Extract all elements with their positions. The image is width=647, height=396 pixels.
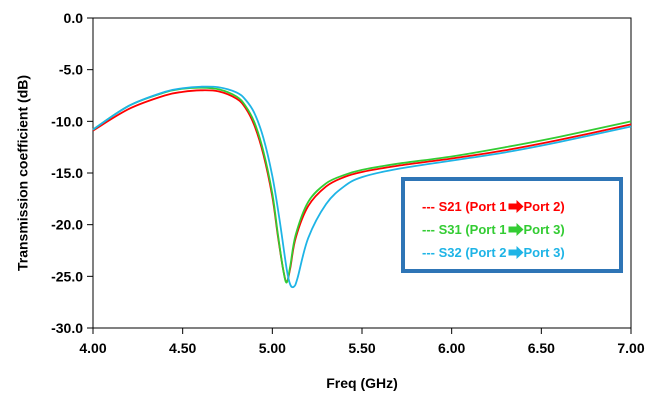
y-tick-label: -15.0: [51, 165, 83, 181]
legend: --- S21 (Port 1 Port 2) --- S31 (Port 1 P…: [401, 177, 623, 273]
x-tick-label: 5.50: [348, 340, 375, 356]
y-tick-label: -5.0: [59, 62, 83, 78]
x-axis-title: Freq (GHz): [326, 375, 398, 391]
legend-label: --- S32 (Port 2: [422, 245, 507, 260]
plot-area-frame: [92, 17, 632, 329]
x-tick-label: 7.00: [617, 340, 644, 356]
y-tick-label: -10.0: [51, 113, 83, 129]
legend-label-target: Port 3): [524, 222, 565, 237]
series-layer: [92, 85, 632, 289]
legend-item-s21: --- S21 (Port 1 Port 2): [422, 199, 565, 214]
legend-label: --- S31 (Port 1: [422, 222, 507, 237]
x-tick-label: 4.00: [79, 340, 106, 356]
arrow-right-icon: [508, 246, 524, 259]
legend-label: --- S21 (Port 1: [422, 199, 507, 214]
y-tick-label: -30.0: [51, 320, 83, 336]
x-tick-label: 5.00: [259, 340, 286, 356]
y-tick-label: -25.0: [51, 268, 83, 284]
x-tick-label: 6.50: [528, 340, 555, 356]
legend-item-s32: --- S32 (Port 2 Port 3): [422, 245, 565, 260]
legend-item-s31: --- S31 (Port 1 Port 3): [422, 222, 565, 237]
y-axis-title: Transmission coefficient (dB): [15, 75, 31, 271]
x-tick-label: 6.00: [438, 340, 465, 356]
y-tick-label: 0.0: [64, 10, 84, 26]
arrow-right-icon: [508, 200, 524, 213]
series-line-s32: [92, 85, 632, 289]
series-line-s31: [92, 86, 632, 284]
legend-label-target: Port 3): [524, 245, 565, 260]
legend-box: [401, 177, 623, 273]
arrow-right-icon: [508, 223, 524, 236]
legend-label-target: Port 2): [524, 199, 565, 214]
y-tick-label: -20.0: [51, 217, 83, 233]
x-axis-ticks: 4.00 4.50 5.00 5.50 6.00 6.50 7.00: [79, 328, 645, 356]
y-axis-ticks: 0.0 -5.0 -10.0 -15.0 -20.0 -25.0 -30.0: [51, 10, 93, 336]
x-tick-label: 4.50: [169, 340, 196, 356]
